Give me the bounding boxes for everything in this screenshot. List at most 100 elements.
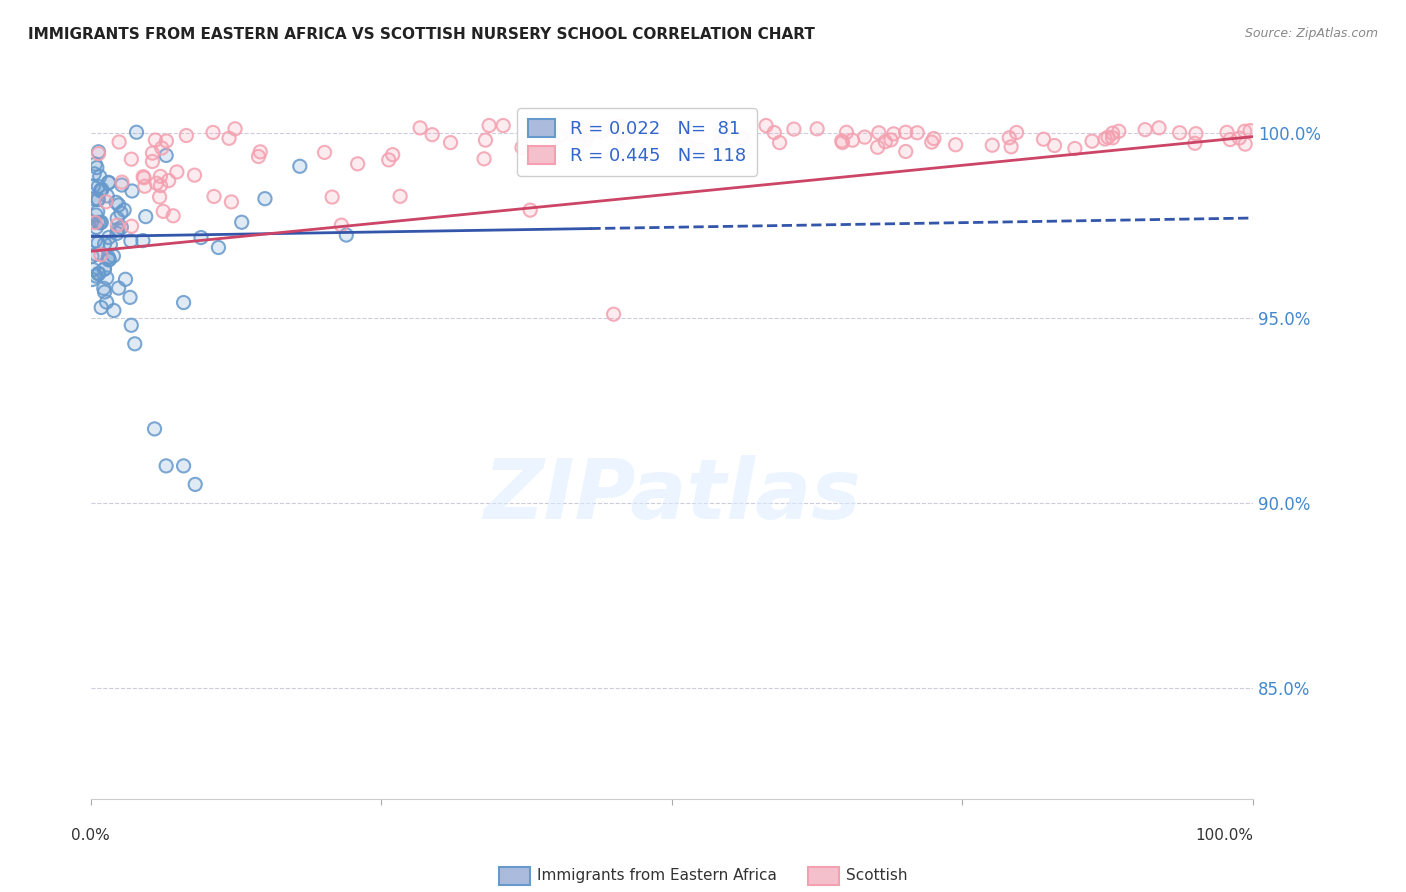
Point [97,175,120,189]
Point [610,127,633,141]
Point [97,176,120,190]
Point [83,192,105,206]
Point [120,318,142,333]
Point [173,458,195,473]
Point [86,220,108,235]
Point [202,189,225,203]
Point [89,169,111,184]
Point [578,123,600,137]
Text: Scottish: Scottish [846,869,908,883]
Point [141,154,163,169]
Point [105,218,128,232]
Point [82,262,104,277]
Point [111,175,134,189]
Point [510,140,533,154]
Point [97,251,120,265]
Point [1094,132,1116,146]
Point [190,230,212,244]
Point [880,133,903,147]
Point [157,173,180,187]
Point [84,216,107,230]
Point [321,190,343,204]
Point [763,126,786,140]
Point [149,178,172,193]
Point [141,146,163,161]
Point [93,262,115,277]
Point [110,206,132,220]
Point [183,168,205,182]
Point [121,219,143,234]
Point [184,477,207,491]
Point [121,219,143,234]
Point [135,210,157,224]
Point [567,138,589,153]
Point [173,295,195,310]
Point [607,119,630,133]
Point [921,135,943,149]
Point [110,206,132,220]
Point [96,295,118,310]
Point [671,128,693,142]
Point [96,271,118,285]
Point [562,128,585,142]
Point [90,184,112,198]
Point [218,131,240,145]
Point [97,230,120,244]
Point [689,143,711,157]
Point [143,422,166,436]
Point [112,202,135,217]
Point [610,127,633,141]
Point [87,235,110,250]
Point [166,165,188,179]
Point [868,126,890,140]
Point [763,126,786,140]
Point [616,124,638,138]
Point [335,228,357,243]
Point [84,234,107,248]
Point [155,148,177,162]
Point [519,203,541,218]
Point [675,145,697,159]
Point [132,234,155,248]
Point [108,135,131,149]
Point [105,218,128,232]
Point [83,192,105,206]
Text: 0.0%: 0.0% [72,828,110,843]
Point [87,146,110,161]
Point [132,234,155,248]
Point [87,215,110,229]
Point [831,136,853,150]
Point [253,192,276,206]
Point [145,176,167,190]
Point [87,193,110,207]
Point [730,130,752,145]
Point [1239,123,1261,137]
Point [478,119,501,133]
Point [1000,140,1022,154]
Point [894,145,917,159]
Point [87,193,110,207]
Point [155,458,177,473]
Point [420,128,443,142]
Point [84,247,107,261]
Point [155,134,177,148]
Point [1168,126,1191,140]
Point [86,161,108,175]
Point [80,215,103,229]
Point [853,130,876,145]
Point [880,133,903,147]
Point [472,152,495,166]
Point [84,247,107,261]
Point [149,190,172,204]
Point [288,159,311,173]
Point [389,189,412,203]
Point [713,140,735,154]
Point [1234,137,1257,152]
Point [591,124,613,138]
Point [149,169,172,184]
Point [87,146,110,161]
Point [83,167,105,181]
Point [730,130,752,145]
Text: Source: ZipAtlas.com: Source: ZipAtlas.com [1244,27,1378,40]
Point [981,138,1004,153]
